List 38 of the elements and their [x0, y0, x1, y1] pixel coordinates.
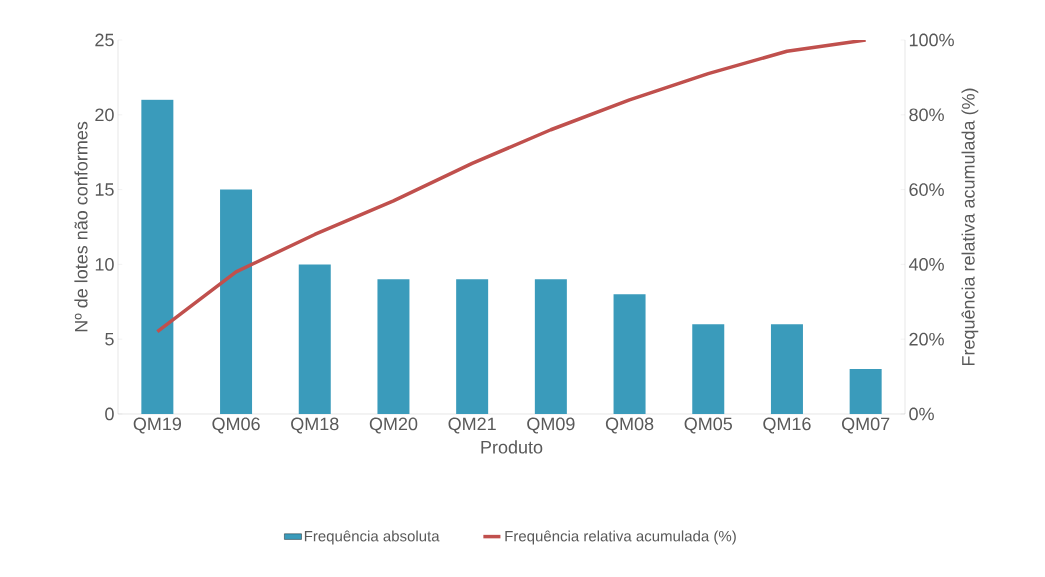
- y2-tick-label: 40%: [908, 258, 944, 271]
- y2-tick-label: 80%: [909, 108, 944, 122]
- line-series: [155, 39, 868, 334]
- y-axis-title: Nº de lotes não conformes: [74, 121, 88, 332]
- y2-axis-title: Frequência relativa acumulada (%): [961, 88, 979, 366]
- legend-label: Frequência relativa acumulada (%): [505, 530, 736, 545]
- x-tick-label: QM07: [841, 417, 890, 434]
- x-tick-label: QM19: [133, 417, 182, 434]
- x-tick-label: QM18: [291, 417, 339, 434]
- y2-tick-label: 60%: [909, 183, 944, 196]
- x-axis-title: Produto: [481, 440, 543, 454]
- y-tick-label: 20: [95, 108, 114, 122]
- bar: [849, 369, 882, 414]
- legend-label: Frequência absoluta: [304, 530, 440, 545]
- y2-tick-label: 20%: [909, 332, 944, 346]
- y-tick-label: 10: [95, 258, 114, 271]
- bar: [141, 99, 174, 414]
- x-tick-label: QM09: [527, 417, 575, 434]
- y-tick-label: 5: [105, 332, 114, 346]
- y-tick-label: 0: [105, 407, 114, 421]
- x-tick-label: QM08: [605, 417, 654, 434]
- x-tick-label: QM16: [763, 417, 811, 434]
- bar: [298, 264, 331, 414]
- y-tick-label: 15: [95, 183, 114, 196]
- bar: [770, 324, 803, 414]
- x-tick-label: QM20: [369, 417, 418, 434]
- bar: [456, 279, 489, 414]
- bar: [534, 279, 567, 414]
- bar: [613, 294, 646, 414]
- x-tick-label: QM06: [212, 417, 260, 434]
- y2-tick-label: 0%: [909, 407, 934, 421]
- bar: [692, 324, 725, 414]
- bar: [377, 279, 410, 414]
- y2-tick-label: 100%: [909, 33, 954, 47]
- x-tick-label: QM21: [448, 417, 496, 434]
- x-tick-label: QM05: [684, 417, 732, 434]
- y-tick-label: 25: [95, 33, 114, 47]
- bar: [220, 189, 253, 414]
